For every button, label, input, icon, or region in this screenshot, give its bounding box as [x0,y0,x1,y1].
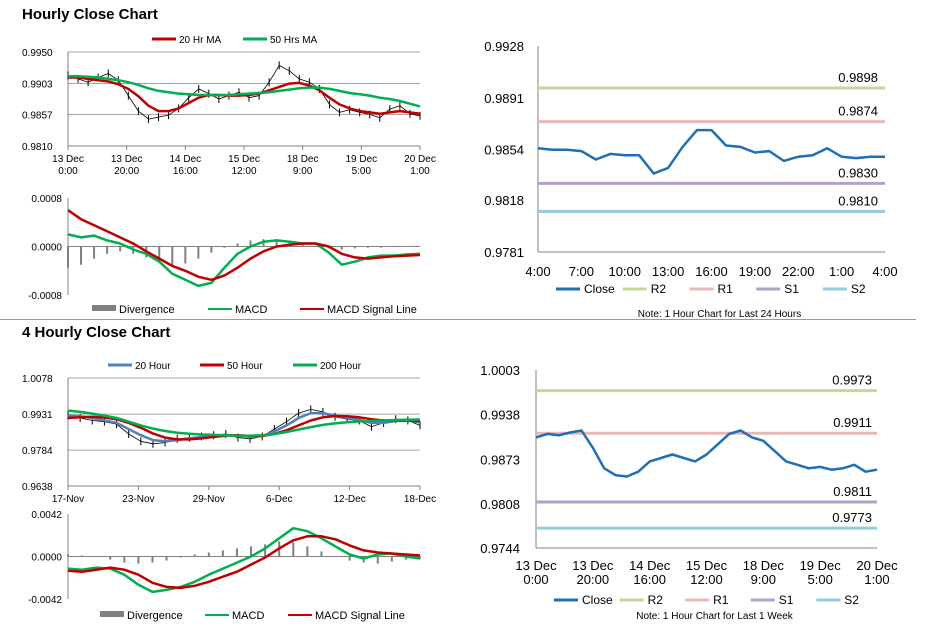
x-tick-label: 29-Nov [193,494,225,505]
legend-label: Close [584,282,615,296]
r2-level-label: 0.9973 [832,373,872,388]
y-tick-label: 1.0078 [22,374,53,385]
legend-label: Divergence [127,610,183,622]
r1-level-label: 0.9911 [833,415,872,430]
legend-label: 20 Hr MA [179,35,222,46]
x-tick-label: 17-Nov [52,494,84,505]
legend-label: R2 [648,593,664,607]
x-tick-label: 10:00 [608,264,641,279]
legend-label: S1 [779,593,794,607]
legend-label: Divergence [119,304,175,316]
legend-label: MACD [235,304,267,316]
20-hr-ma-line [68,76,421,116]
x-tick-label: 19 Dec 5:00 [800,558,842,587]
y-tick-label: 0.9938 [480,408,520,423]
r1-level-label: 0.9874 [838,104,878,119]
legend-label: Close [582,593,613,607]
s1-level-label: 0.9811 [833,484,872,499]
y-tick-label: 0.9744 [480,541,520,556]
y-tick-label: 0.9891 [484,91,524,106]
y-tick-label: -0.0008 [28,291,62,302]
legend-label: 20 Hour [135,361,171,372]
y-tick-label: 0.9854 [484,143,524,158]
x-tick-label: 13 Dec 0:00 [52,154,84,177]
y-tick-label: 0.9638 [22,482,53,493]
s2-level-label: 0.9810 [838,193,878,208]
x-tick-label: 4:00 [872,264,897,279]
r2-level-label: 0.9898 [838,70,878,85]
x-tick-label: 14 Dec 16:00 [629,558,671,587]
y-tick-label: 0.9857 [22,110,53,121]
y-tick-label: 0.9784 [22,446,53,457]
legend-label: 200 Hour [320,361,362,372]
close-line [535,429,878,478]
y-tick-label: 0.9781 [484,245,524,260]
y-tick-label: 0.9928 [484,39,524,54]
y-tick-label: 0.0008 [31,194,62,205]
x-tick-label: 16:00 [695,264,728,279]
y-tick-label: 1.0003 [480,363,520,378]
y-tick-label: 0.9931 [22,410,53,421]
chart-note: Note: 1 Hour Chart for Last 1 Week [636,611,794,622]
s1-level-label: 0.9830 [838,165,878,180]
y-tick-label: 0.9873 [480,452,520,467]
y-tick-label: 0.0000 [31,553,62,564]
x-tick-label: 18 Dec 9:00 [287,154,319,177]
x-tick-label: 13 Dec 20:00 [111,154,143,177]
legend-swatch [92,305,116,311]
x-tick-label: 12-Dec [333,494,365,505]
x-tick-label: 13:00 [652,264,685,279]
x-tick-label: 18-Dec [404,494,436,505]
section-divider [0,319,916,320]
x-tick-label: 20 Dec 1:00 [404,154,436,177]
y-tick-label: 0.0000 [31,243,62,254]
y-tick-label: 0.9818 [484,193,524,208]
x-tick-label: 19:00 [739,264,772,279]
x-tick-label: 4:00 [525,264,550,279]
legend-label: R1 [713,593,729,607]
x-tick-label: 6-Dec [266,494,293,505]
legend-label: S1 [784,282,799,296]
macd-signal-line [67,209,421,282]
s2-level-label: 0.9773 [832,510,872,525]
x-tick-label: 14 Dec 16:00 [169,154,201,177]
y-tick-label: 0.9808 [480,497,520,512]
four-hourly-section-title: 4 Hourly Close Chart [22,324,171,341]
legend-label: 50 Hrs MA [270,35,318,46]
legend-label: R2 [651,282,667,296]
macd-line [67,526,421,594]
y-tick-label: 0.9810 [22,142,53,153]
x-tick-label: 7:00 [569,264,594,279]
x-tick-label: 1:00 [829,264,854,279]
y-tick-label: 0.0042 [31,510,62,521]
hourly-section-title: Hourly Close Chart [22,6,158,23]
x-tick-label: 19 Dec 5:00 [345,154,377,177]
macd-signal-line [67,535,421,590]
y-tick-label: 0.9950 [22,48,53,59]
legend-label: MACD Signal Line [315,610,405,622]
x-tick-label: 23-Nov [122,494,154,505]
x-tick-label: 13 Dec 20:00 [572,558,614,587]
legend-swatch [100,611,124,617]
x-tick-label: 20 Dec 1:00 [856,558,898,587]
x-tick-label: 18 Dec 9:00 [743,558,785,587]
chart-note: Note: 1 Hour Chart for Last 24 Hours [638,309,801,320]
legend-label: S2 [851,282,866,296]
close-line [537,128,885,175]
y-tick-label: -0.0042 [28,595,62,606]
y-tick-label: 0.9903 [22,80,53,91]
legend-label: 50 Hour [227,361,263,372]
x-tick-label: 13 Dec 0:00 [515,558,557,587]
legend-label: R1 [717,282,733,296]
x-tick-label: 15 Dec 12:00 [686,558,728,587]
legend-label: MACD [232,610,264,622]
50-hrs-ma-line [68,74,421,108]
x-tick-label: 15 Dec 12:00 [228,154,260,177]
x-tick-label: 22:00 [782,264,815,279]
macd-line [67,233,421,288]
legend-label: MACD Signal Line [327,304,417,316]
legend-label: S2 [844,593,859,607]
200-hour-line [67,409,421,437]
